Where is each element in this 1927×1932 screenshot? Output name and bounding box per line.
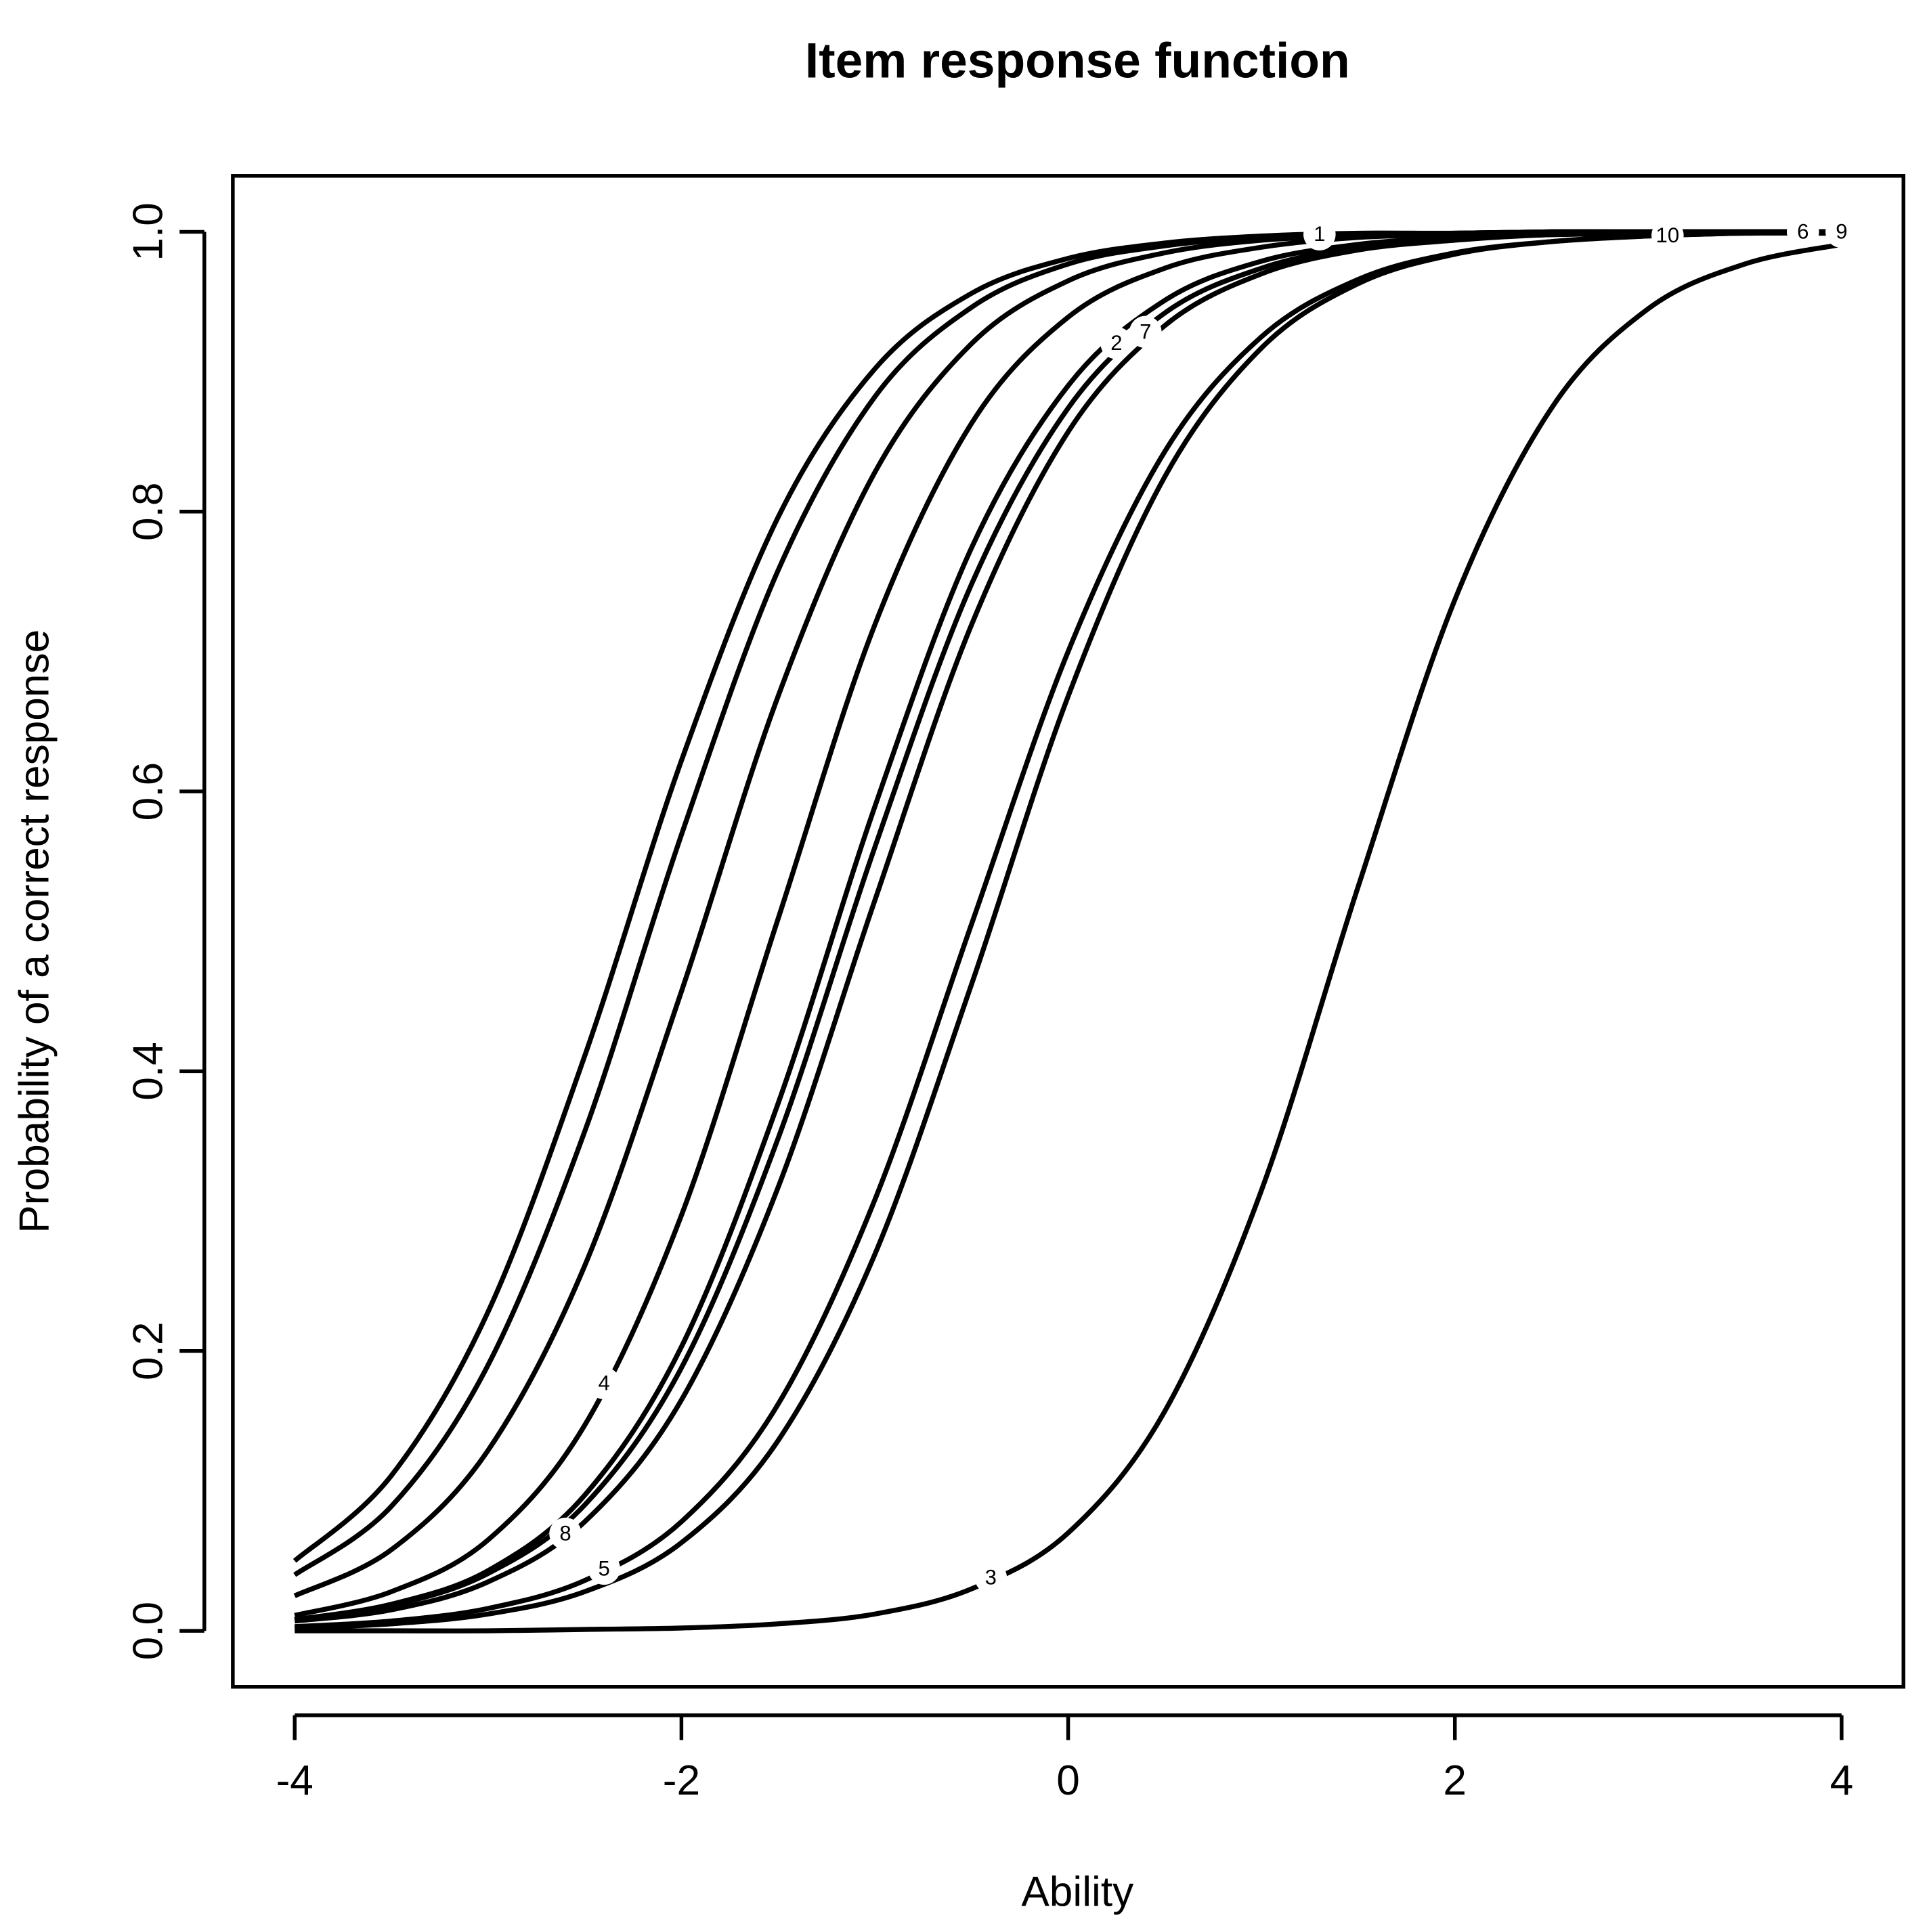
curve-label-bg — [588, 1552, 620, 1585]
curve-label: 10 — [1656, 223, 1680, 247]
curve-label: 4 — [599, 1371, 610, 1395]
item-curve — [293, 229, 1842, 1598]
curve-label-bg — [1100, 326, 1133, 359]
item-curve — [295, 242, 1842, 1633]
y-tick-label: 0.4 — [125, 1042, 172, 1100]
y-tick-label: 0.0 — [125, 1602, 172, 1660]
curve-label: 9 — [1836, 219, 1847, 243]
curve-label: 6 — [1797, 219, 1809, 243]
x-tick-label: -2 — [663, 1757, 700, 1804]
x-tick-label: 4 — [1830, 1757, 1854, 1804]
curve-label: 1 — [1314, 222, 1325, 246]
curve-label-bg — [1129, 315, 1162, 349]
x-tick-label: 2 — [1443, 1757, 1467, 1804]
curve-label-bg — [974, 1561, 1008, 1594]
curve-label-bg — [1825, 215, 1858, 248]
x-axis-label: Ability — [1021, 1869, 1133, 1916]
curve-label-bg — [1786, 215, 1819, 248]
curve-label-bg — [1651, 219, 1684, 252]
y-tick-label: 0.6 — [125, 762, 172, 820]
curve-label: 2 — [1110, 331, 1122, 355]
item-curve — [295, 230, 1842, 1631]
item-curve — [294, 229, 1842, 1624]
curve-label-bg — [588, 1367, 620, 1400]
curve-label: 7 — [1140, 320, 1151, 343]
plot-frame — [231, 174, 1905, 1689]
chart-title: Item response function — [805, 32, 1350, 88]
x-tick-label: 0 — [1056, 1757, 1080, 1804]
curve-label-bg — [1303, 218, 1336, 250]
x-tick-label: -4 — [276, 1757, 313, 1804]
y-tick-label: 0.8 — [125, 483, 172, 541]
y-tick-label: 1.0 — [125, 202, 172, 261]
curve-label: 8 — [559, 1522, 571, 1545]
curve-label: 5 — [599, 1556, 610, 1580]
y-tick-label: 0.2 — [125, 1322, 172, 1380]
curve-label: 3 — [985, 1566, 997, 1589]
curve-label-bg — [549, 1517, 582, 1550]
y-axis-label: Probability of a correct response — [11, 630, 58, 1233]
